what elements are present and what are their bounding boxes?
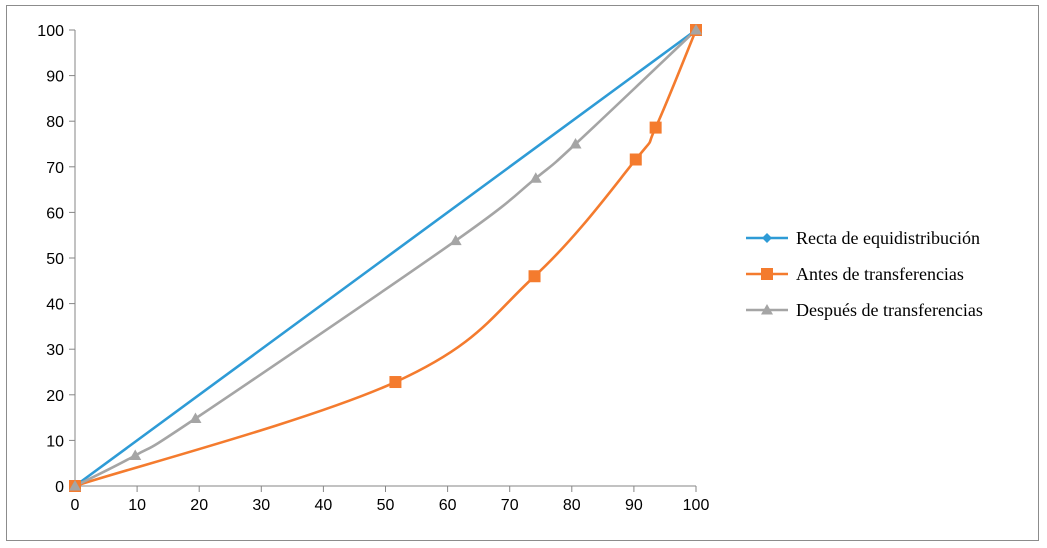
y-tick-label: 50 [46, 251, 64, 268]
data-point-series-2 [129, 449, 142, 460]
data-point-series-1 [389, 376, 402, 389]
x-tick-label: 90 [625, 497, 643, 514]
series-layer [69, 24, 702, 492]
x-tick-label: 100 [683, 497, 710, 514]
x-tick-label: 30 [252, 497, 270, 514]
legend-label: Después de transferencias [796, 300, 983, 320]
y-tick-label: 30 [46, 342, 64, 359]
axes: 0 10 20 30 40 50 60 70 80 90 100 0 10 20 30 40 50 60 70 80 9… [37, 23, 709, 514]
y-tick-label: 70 [46, 160, 64, 177]
x-tick-label: 50 [377, 497, 395, 514]
chart-frame [6, 5, 1039, 541]
y-tick-label: 10 [46, 433, 64, 450]
data-point-series-2 [690, 24, 702, 35]
data-point-series-2 [449, 234, 462, 246]
data-point-series-2 [529, 172, 542, 183]
x-tick-label: 80 [563, 497, 581, 514]
legend-marker [761, 304, 773, 315]
y-tick-label: 20 [46, 388, 64, 405]
legend-label: Antes de transferencias [796, 264, 964, 284]
y-tick-label: 0 [55, 479, 64, 496]
data-point-series-2 [189, 412, 202, 424]
y-tick-label: 80 [46, 114, 64, 131]
x-tick-label: 0 [71, 497, 80, 514]
x-tick-label: 40 [315, 497, 333, 514]
legend-label: Recta de equidistribución [796, 228, 980, 248]
y-tick-label: 100 [37, 23, 64, 40]
data-point-series-2 [69, 480, 81, 491]
data-point-series-1 [629, 153, 642, 166]
legend-entry-2: Después de transferencias [746, 300, 983, 320]
series-line-0 [73, 28, 698, 488]
x-tick-label: 10 [128, 497, 146, 514]
legend-entry-1: Antes de transferencias [746, 264, 964, 284]
data-point-series-1 [528, 270, 541, 283]
legend: Recta de equidistribución Antes de transf… [746, 228, 983, 320]
data-point-series-2 [569, 138, 582, 149]
x-tick-label: 20 [190, 497, 208, 514]
y-tick-label: 40 [46, 297, 64, 314]
legend-entry-0: Recta de equidistribución [746, 228, 980, 248]
x-tick-label: 60 [439, 497, 457, 514]
y-tick-label: 60 [46, 205, 64, 222]
x-tick-label: 70 [501, 497, 519, 514]
data-point-series-1 [649, 121, 662, 134]
legend-marker [762, 233, 772, 243]
y-tick-label: 90 [46, 69, 64, 86]
legend-marker [761, 268, 773, 280]
